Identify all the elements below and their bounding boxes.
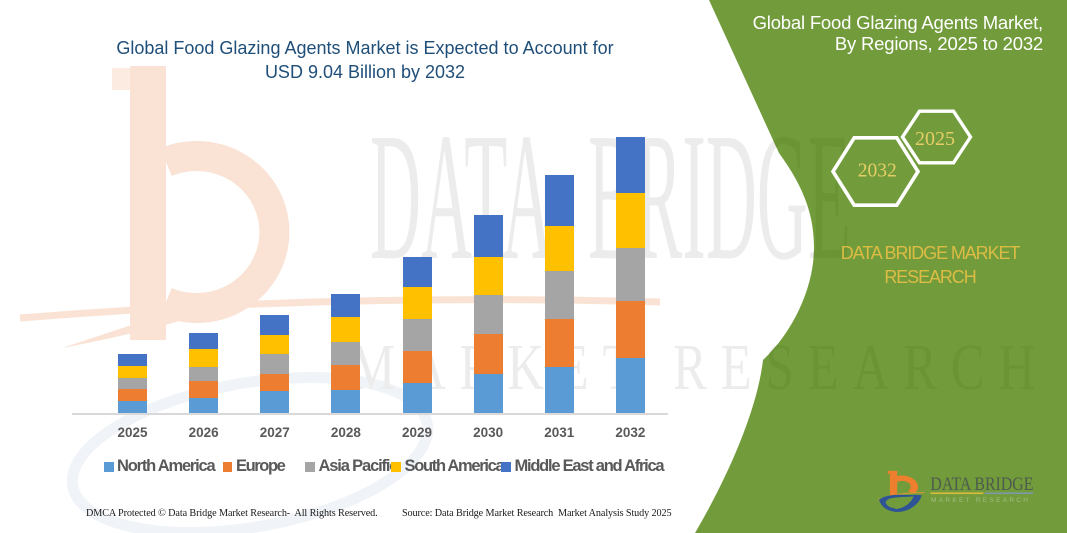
svg-text:2032: 2032 — [858, 160, 897, 181]
svg-text:2025: 2025 — [915, 128, 955, 150]
svg-text:DATA BRIDGE: DATA BRIDGE — [930, 474, 1033, 495]
svg-text:MARKET RESEARCH: MARKET RESEARCH — [931, 497, 1031, 504]
